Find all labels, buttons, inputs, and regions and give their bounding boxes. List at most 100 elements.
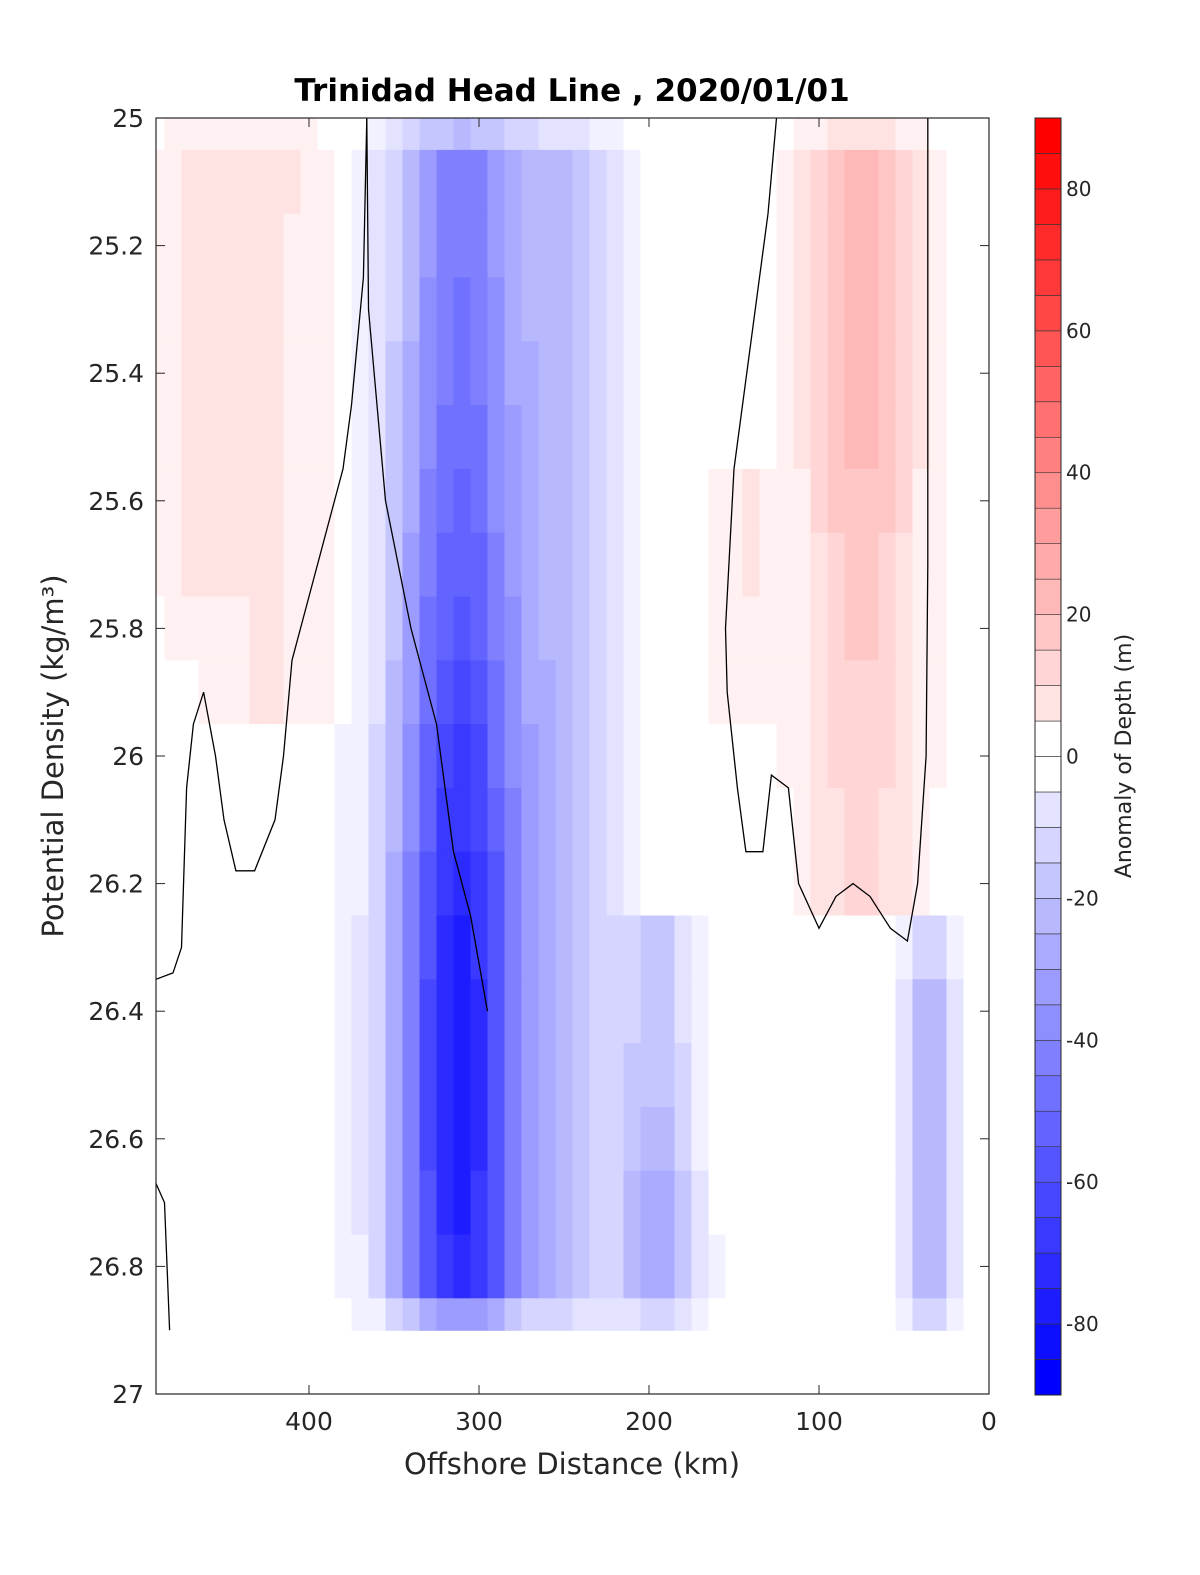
heatmap-cell <box>266 1234 285 1299</box>
heatmap-cell <box>929 468 948 534</box>
heatmap-cell <box>759 979 778 1044</box>
heatmap-cell <box>963 118 982 151</box>
heatmap-cell <box>640 1043 659 1108</box>
heatmap-cell <box>946 149 965 215</box>
heatmap-cell <box>368 118 387 151</box>
heatmap-cell <box>283 277 302 342</box>
heatmap-cell <box>215 660 234 725</box>
heatmap-cell <box>691 277 710 342</box>
heatmap-cell <box>402 660 421 725</box>
heatmap-cell <box>606 596 625 661</box>
colorbar-swatch <box>1034 1039 1062 1077</box>
heatmap-cell <box>895 118 914 151</box>
heatmap-cell <box>844 1234 863 1299</box>
heatmap-cell <box>606 118 625 151</box>
heatmap-cell <box>181 1234 200 1299</box>
heatmap-cell <box>198 1234 217 1299</box>
heatmap-cell <box>317 532 336 598</box>
heatmap-cell <box>181 405 200 470</box>
heatmap-cell <box>878 118 897 151</box>
heatmap-cell <box>708 277 727 342</box>
colorbar-swatch <box>1034 543 1062 580</box>
heatmap-cell <box>232 1043 251 1108</box>
heatmap-cell <box>555 915 574 980</box>
heatmap-cell <box>402 1170 421 1236</box>
heatmap-cell <box>691 1234 710 1299</box>
heatmap-cell <box>249 851 268 917</box>
heatmap-cell <box>436 660 455 725</box>
heatmap-cell <box>691 660 710 725</box>
heatmap-cell <box>538 213 557 279</box>
heatmap-cell <box>657 915 676 980</box>
heatmap-cell <box>878 979 897 1044</box>
heatmap-cell <box>419 468 438 534</box>
heatmap-cell <box>742 724 761 789</box>
heatmap-cell <box>810 341 829 406</box>
heatmap-cell <box>249 118 268 151</box>
heatmap-cell <box>436 787 455 853</box>
heatmap-cell <box>317 341 336 406</box>
heatmap-cell <box>232 405 251 470</box>
heatmap-cell <box>759 1043 778 1108</box>
colorbar-swatch <box>1034 1075 1062 1112</box>
heatmap-cell <box>589 341 608 406</box>
heatmap-cell <box>538 277 557 342</box>
heatmap-cell <box>487 118 506 151</box>
heatmap-cell <box>742 596 761 661</box>
heatmap-cell <box>504 1043 523 1108</box>
colorbar-swatch <box>1034 1252 1062 1289</box>
colorbar-swatch <box>1034 188 1062 225</box>
heatmap-cell <box>215 596 234 661</box>
heatmap-cell <box>657 405 676 470</box>
heatmap-cell <box>156 915 166 980</box>
heatmap-cell <box>878 787 897 853</box>
y-axis-ticks: 25 25.2 25.4 25.6 25.8 26 26.2 26.4 26.6 26.8 27 <box>88 104 989 1409</box>
heatmap-cell <box>878 596 897 661</box>
heatmap-cell <box>674 979 693 1044</box>
heatmap-cell <box>249 979 268 1044</box>
heatmap-cell <box>266 118 285 151</box>
heatmap-cell <box>232 787 251 853</box>
heatmap-cell <box>436 1170 455 1236</box>
heatmap-cell <box>402 468 421 534</box>
heatmap-cell <box>623 213 642 279</box>
heatmap-cell <box>232 1234 251 1299</box>
heatmap-cell <box>861 118 880 151</box>
heatmap-cell <box>198 405 217 470</box>
heatmap-cell <box>725 118 744 151</box>
heatmap-cell <box>691 532 710 598</box>
heatmap-cell <box>334 213 353 279</box>
heatmap-cell <box>878 1170 897 1236</box>
heatmap-cell <box>895 532 914 598</box>
heatmap-cell <box>691 1170 710 1236</box>
heatmap-cell <box>487 851 506 917</box>
heatmap-cell <box>946 660 965 725</box>
heatmap-cell <box>861 405 880 470</box>
heatmap-cell <box>895 660 914 725</box>
heatmap-cell <box>827 468 846 534</box>
heatmap-cell <box>657 468 676 534</box>
heatmap-cell <box>198 1298 217 1331</box>
heatmap-cell <box>691 787 710 853</box>
heatmap-cell <box>861 532 880 598</box>
heatmap-cell <box>640 1106 659 1172</box>
heatmap-cell <box>181 1170 200 1236</box>
heatmap-cell <box>793 341 812 406</box>
y-tick-label: 26.2 <box>88 870 144 899</box>
heatmap-cell <box>572 213 591 279</box>
heatmap-cell <box>419 149 438 215</box>
heatmap-cell <box>827 277 846 342</box>
heatmap-cell <box>470 213 489 279</box>
heatmap-cell <box>300 532 319 598</box>
heatmap-cell <box>946 979 965 1044</box>
colorbar-tick-label: -20 <box>1066 886 1099 910</box>
heatmap-cell <box>623 1043 642 1108</box>
colorbar-swatch <box>1034 1217 1062 1254</box>
heatmap-cell <box>674 277 693 342</box>
heatmap-cell <box>674 1106 693 1172</box>
heatmap-cell <box>708 149 727 215</box>
heatmap-cell <box>402 118 421 151</box>
heatmap-cell <box>368 596 387 661</box>
heatmap-cell <box>946 915 965 980</box>
heatmap-cell <box>776 213 795 279</box>
